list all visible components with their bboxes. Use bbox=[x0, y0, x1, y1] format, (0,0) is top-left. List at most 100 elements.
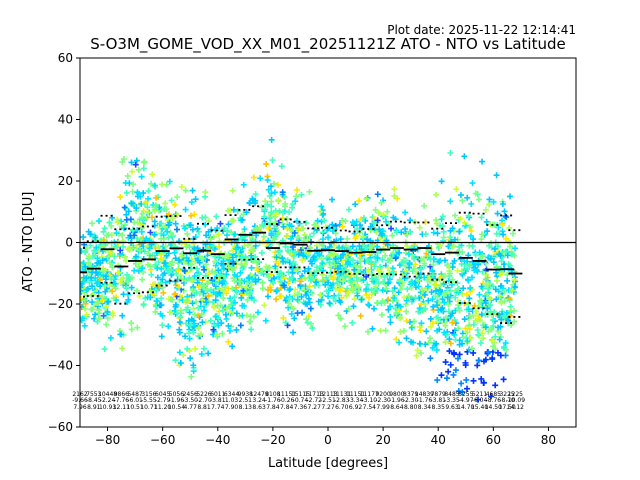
scatter-point bbox=[233, 284, 240, 291]
scatter-point bbox=[320, 236, 327, 243]
scatter-point bbox=[424, 283, 431, 290]
scatter-point bbox=[93, 280, 100, 287]
scatter-point bbox=[400, 327, 407, 334]
scatter-point bbox=[133, 157, 140, 164]
bin-stat-counts: 11151 bbox=[346, 391, 365, 398]
scatter-point bbox=[307, 305, 314, 312]
scatter-point bbox=[434, 377, 441, 384]
scatter-point bbox=[130, 226, 137, 233]
scatter-point bbox=[438, 178, 445, 185]
scatter-point bbox=[364, 281, 371, 288]
scatter-point bbox=[288, 235, 295, 242]
scatter-point bbox=[299, 309, 306, 316]
scatter-point bbox=[307, 244, 314, 251]
scatter-point bbox=[427, 256, 434, 263]
scatter-point bbox=[193, 298, 200, 305]
bin-stat-means: -8.70 bbox=[499, 397, 515, 404]
scatter-point bbox=[511, 276, 518, 283]
scatter-point bbox=[330, 295, 337, 302]
scatter-point bbox=[184, 230, 191, 237]
scatter-point bbox=[508, 251, 515, 258]
scatter-point bbox=[387, 303, 394, 310]
scatter-point bbox=[247, 313, 254, 320]
scatter-point bbox=[239, 312, 246, 319]
scatter-point bbox=[268, 136, 275, 143]
scatter-point bbox=[334, 265, 341, 272]
scatter-point bbox=[173, 310, 180, 317]
scatter-point bbox=[216, 289, 223, 296]
scatter-point bbox=[180, 352, 187, 359]
bin-stat-means: -0.26 bbox=[279, 397, 295, 404]
scatter-point bbox=[228, 298, 235, 305]
bin-stat-stds: 14.70 bbox=[457, 404, 474, 411]
scatter-point bbox=[275, 196, 282, 203]
scatter-point bbox=[383, 218, 390, 225]
scatter-point bbox=[182, 206, 189, 213]
bin-stat-stds: 7.99 bbox=[376, 404, 390, 411]
scatter-point bbox=[221, 225, 228, 232]
scatter-point bbox=[452, 336, 459, 343]
scatter-point bbox=[410, 265, 417, 272]
scatter-point bbox=[439, 213, 446, 220]
scatter-point bbox=[117, 247, 124, 254]
scatter-point bbox=[339, 251, 346, 258]
scatter-point bbox=[478, 214, 485, 221]
scatter-point bbox=[351, 266, 358, 273]
scatter-point bbox=[470, 377, 477, 384]
scatter-point bbox=[190, 329, 197, 336]
x-tick-label: 40 bbox=[431, 433, 446, 447]
scatter-point bbox=[332, 255, 339, 262]
scatter-point bbox=[242, 261, 249, 268]
scatter-point bbox=[475, 196, 482, 203]
scatter-point bbox=[229, 247, 236, 254]
series-layer bbox=[80, 205, 576, 324]
scatter-point bbox=[369, 325, 376, 332]
scatter-point bbox=[151, 204, 158, 211]
scatter-point bbox=[96, 218, 103, 225]
scatter-point bbox=[446, 313, 453, 320]
scatter-point bbox=[447, 198, 454, 205]
scatter-point bbox=[364, 194, 371, 201]
scatter-point bbox=[262, 198, 269, 205]
scatter-point bbox=[335, 312, 342, 319]
bin-stat-stds: 7.54 bbox=[363, 404, 377, 411]
scatter-point bbox=[374, 191, 381, 198]
scatter-point bbox=[152, 261, 159, 268]
scatter-point bbox=[122, 221, 129, 228]
scatter-point bbox=[128, 320, 135, 327]
scatter-point bbox=[350, 303, 357, 310]
scatter-point bbox=[315, 298, 322, 305]
scatter-point bbox=[401, 294, 408, 301]
scatter-point bbox=[89, 299, 96, 306]
scatter-point bbox=[191, 245, 198, 252]
scatter-point bbox=[252, 191, 259, 198]
scatter-point bbox=[158, 220, 165, 227]
scatter-point bbox=[496, 292, 503, 299]
scatter-point bbox=[178, 253, 185, 260]
scatter-point bbox=[455, 325, 462, 332]
scatter-point bbox=[427, 355, 434, 362]
scatter-point bbox=[473, 310, 480, 317]
scatter-point bbox=[128, 200, 135, 207]
scatter-point bbox=[262, 317, 269, 324]
scatter-point bbox=[302, 220, 309, 227]
scatter-point bbox=[83, 275, 90, 282]
scatter-point bbox=[175, 267, 182, 274]
scatter-point bbox=[289, 204, 296, 211]
scatter-point bbox=[230, 206, 237, 213]
scatter-point bbox=[415, 308, 422, 315]
scatter-point bbox=[325, 279, 332, 286]
scatter-point bbox=[464, 385, 471, 392]
x-tick-label: −80 bbox=[95, 433, 120, 447]
scatter-point bbox=[237, 269, 244, 276]
scatter-point bbox=[507, 243, 514, 250]
scatter-point bbox=[272, 263, 279, 270]
scatter-point bbox=[487, 255, 494, 262]
scatter-point bbox=[264, 201, 271, 208]
scatter-point bbox=[132, 161, 139, 168]
bin-stat-stds: 7.27 bbox=[308, 404, 322, 411]
scatter-point bbox=[260, 233, 267, 240]
scatter-point bbox=[409, 280, 416, 287]
scatter-point bbox=[212, 313, 219, 320]
scatter-point bbox=[287, 226, 294, 233]
